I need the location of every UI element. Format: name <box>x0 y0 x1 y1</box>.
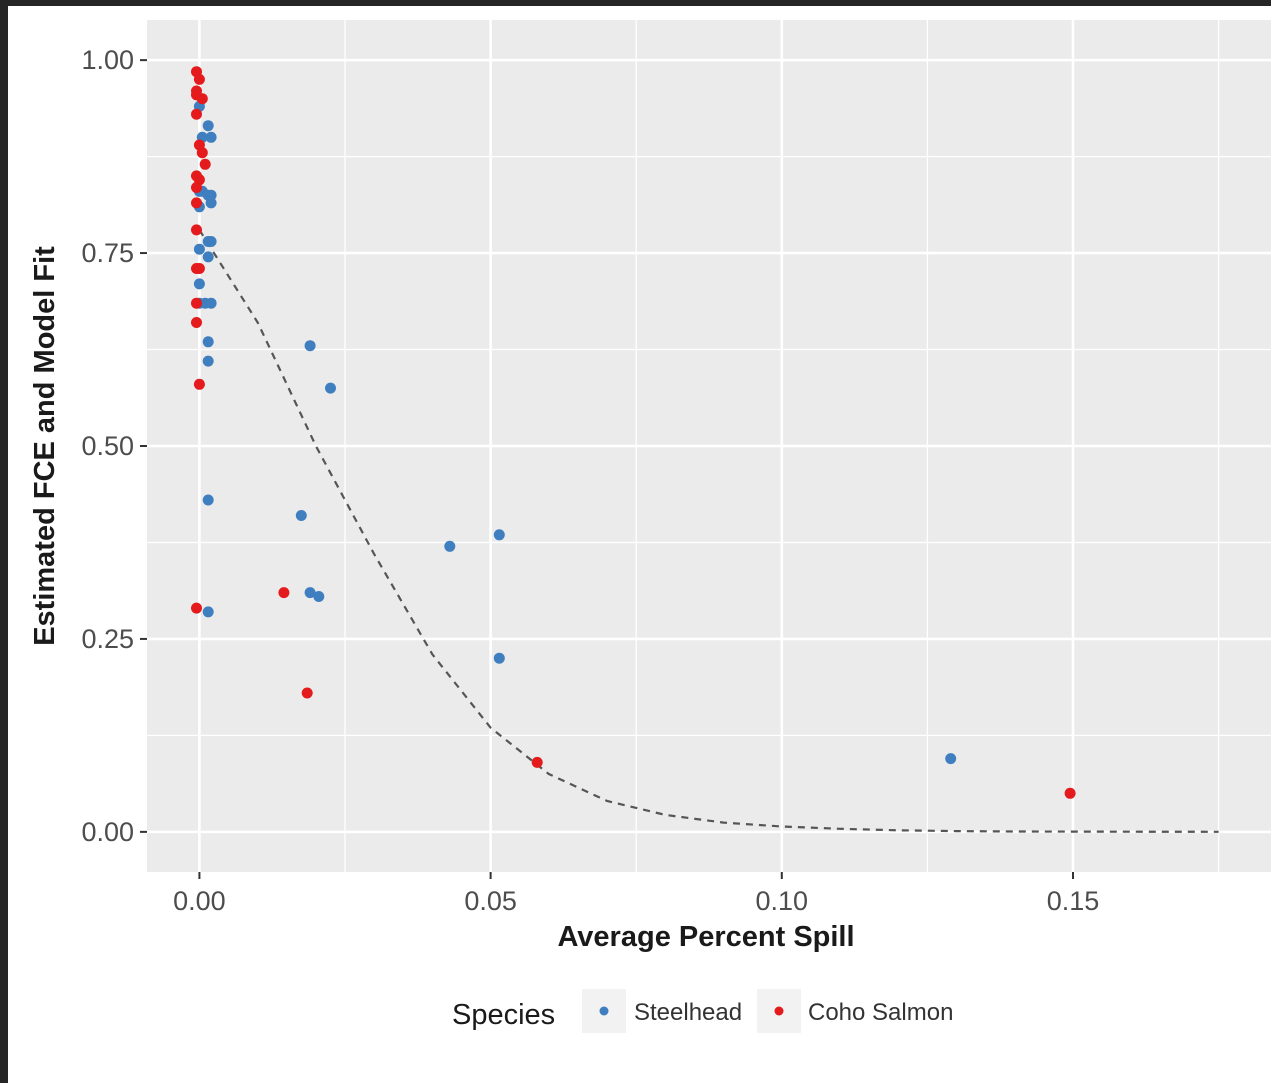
coho-salmon-point <box>1064 787 1076 799</box>
legend-label: Steelhead <box>634 999 742 1026</box>
legend-label: Coho Salmon <box>808 999 953 1026</box>
steelhead-point <box>493 529 505 541</box>
major-gridlines <box>147 20 1271 872</box>
y-axis: 0.00 0.25 0.50 0.75 1.00 <box>81 45 147 847</box>
coho-salmon-point <box>278 587 290 599</box>
y-tick-label: 0.00 <box>81 817 134 847</box>
legend-title: Species <box>452 999 555 1031</box>
steelhead-point <box>202 355 214 367</box>
coho-salmon-point <box>191 224 202 236</box>
steelhead-point <box>205 197 217 209</box>
steelhead-point <box>205 131 217 143</box>
coho-salmon-point <box>191 297 202 309</box>
steelhead-point <box>313 591 325 602</box>
coho-salmon-point <box>191 602 202 614</box>
coho-salmon-point <box>193 73 205 85</box>
steelhead-point <box>295 510 307 521</box>
legend-key-steelhead <box>599 1006 609 1016</box>
steelhead-point <box>945 753 957 765</box>
y-tick-label: 0.75 <box>81 238 134 268</box>
coho-salmon-point <box>191 89 202 101</box>
y-axis-title: Estimated FCE and Model Fit <box>29 246 61 646</box>
legend-key-coho-salmon <box>774 1006 784 1016</box>
coho-salmon-point <box>191 317 202 328</box>
x-tick-label: 0.00 <box>173 886 226 916</box>
coho-salmon-point <box>301 687 313 699</box>
steelhead-point <box>493 652 505 664</box>
x-tick-label: 0.05 <box>464 886 517 916</box>
coho-salmon-point <box>191 263 202 274</box>
x-tick-label: 0.10 <box>756 886 809 916</box>
steelhead-point <box>202 251 214 263</box>
steelhead-point <box>205 236 217 247</box>
model-fit-layer <box>198 229 1219 833</box>
steelhead-point <box>202 336 214 348</box>
y-tick-label: 1.00 <box>81 45 134 75</box>
coho-salmon-point <box>193 378 205 390</box>
coho-salmon-point <box>531 756 543 768</box>
coho-salmon-point <box>191 108 202 120</box>
steelhead-point <box>325 382 336 394</box>
steelhead-point <box>193 243 205 255</box>
coho-salmon-point <box>191 197 202 209</box>
steelhead-point <box>304 340 316 352</box>
steelhead-point <box>444 540 456 552</box>
coho-salmon-point <box>196 147 208 159</box>
steelhead-point <box>202 120 214 132</box>
data-points <box>191 66 1076 799</box>
y-tick-label: 0.25 <box>81 624 134 654</box>
model-fit-line <box>198 229 1219 833</box>
steelhead-point <box>205 297 217 309</box>
steelhead-point <box>205 189 217 201</box>
y-tick-label: 0.50 <box>81 431 134 461</box>
x-axis-title: Average Percent Spill <box>557 921 854 953</box>
steelhead-point <box>304 587 316 599</box>
steelhead-point <box>202 494 214 506</box>
coho-salmon-point <box>191 182 202 193</box>
x-tick-label: 0.15 <box>1047 886 1100 916</box>
x-axis: 0.00 0.05 0.10 0.15 <box>173 872 1099 916</box>
coho-salmon-point <box>199 158 211 170</box>
steelhead-point <box>193 278 205 290</box>
legend: Species Steelhead Coho Salmon <box>452 989 953 1033</box>
steelhead-point <box>202 606 214 618</box>
